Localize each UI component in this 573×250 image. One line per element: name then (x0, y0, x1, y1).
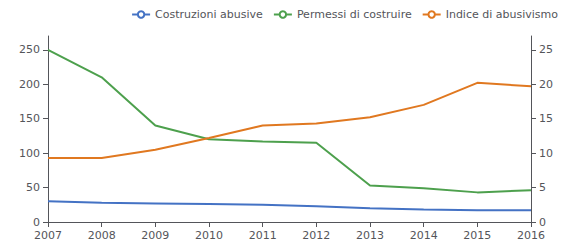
svg-text:100: 100 (19, 147, 40, 160)
svg-text:2010: 2010 (195, 229, 223, 242)
svg-text:20: 20 (539, 78, 553, 91)
svg-text:Costruzioni abusive: Costruzioni abusive (155, 8, 263, 21)
svg-text:2009: 2009 (141, 229, 169, 242)
svg-text:10: 10 (539, 147, 553, 160)
svg-text:2013: 2013 (356, 229, 384, 242)
svg-text:2008: 2008 (88, 229, 116, 242)
svg-text:2011: 2011 (249, 229, 277, 242)
svg-text:25: 25 (539, 43, 553, 56)
svg-text:2014: 2014 (410, 229, 438, 242)
svg-text:50: 50 (26, 181, 40, 194)
svg-text:150: 150 (19, 112, 40, 125)
svg-text:15: 15 (539, 112, 553, 125)
svg-text:5: 5 (539, 181, 546, 194)
svg-text:2007: 2007 (34, 229, 62, 242)
svg-text:2015: 2015 (463, 229, 491, 242)
svg-text:2016: 2016 (517, 229, 545, 242)
svg-text:250: 250 (19, 43, 40, 56)
svg-text:200: 200 (19, 78, 40, 91)
svg-text:2012: 2012 (302, 229, 330, 242)
svg-text:0: 0 (33, 216, 40, 229)
svg-text:Indice di abusivismo: Indice di abusivismo (446, 8, 559, 21)
svg-text:Permessi di costruire: Permessi di costruire (297, 8, 412, 21)
svg-text:0: 0 (539, 216, 546, 229)
